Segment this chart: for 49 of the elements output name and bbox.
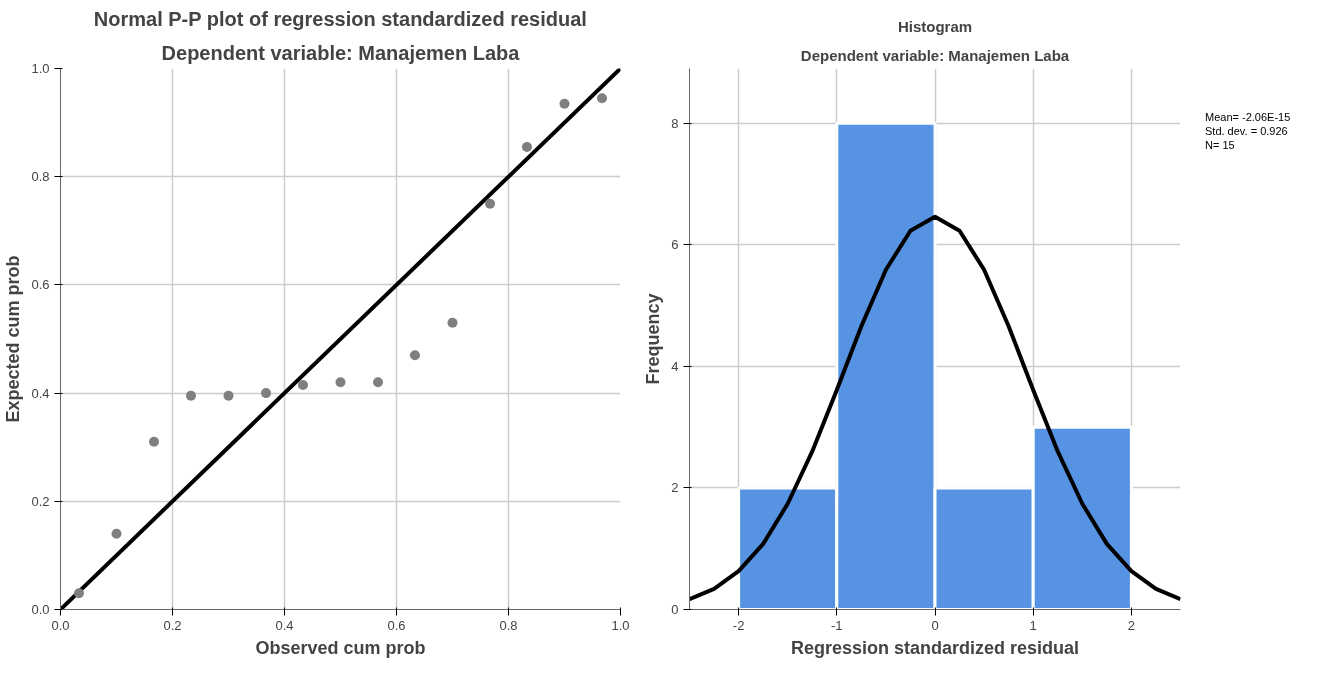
point: [485, 198, 496, 209]
point: [297, 379, 308, 390]
y-tick-label: 8: [671, 115, 679, 131]
x-tick-label: 0.0: [51, 617, 70, 633]
x-tick-label: 2: [1127, 617, 1136, 633]
y-tick-label: 2: [671, 480, 679, 496]
x-axis-title: Observed cum prob: [255, 637, 426, 658]
chart-subtitle: Dependent variable: Manajemen Laba: [800, 46, 1070, 64]
y-axis-title: Expected cum prob: [3, 255, 24, 423]
line-series: [689, 214, 1181, 602]
point: [559, 98, 570, 109]
y-tick-label: 1.0: [31, 61, 50, 76]
x-tick-label: 1: [1029, 617, 1037, 633]
x-tick-label: 0.8: [499, 617, 518, 633]
point: [185, 390, 196, 401]
point: [223, 390, 234, 401]
chart-title: Normal P-P plot of regression standardized residual: [93, 7, 587, 30]
point: [261, 388, 272, 399]
y-tick-label: 0: [671, 602, 679, 617]
y-tick-label: 0.6: [31, 277, 50, 293]
y-tick-label: 0.4: [31, 385, 50, 401]
chart-title: Histogram: [897, 17, 973, 35]
text: N= 15: [1205, 139, 1235, 151]
x-tick-label: 0.4: [275, 617, 294, 633]
x-tick-label: -1: [831, 617, 843, 633]
point: [409, 350, 420, 361]
x-tick-label: 1.0: [611, 617, 630, 633]
point: [73, 588, 84, 599]
x-axis-title: Regression standardized residual: [790, 637, 1080, 658]
point: [373, 377, 384, 388]
x-tick-label: -2: [732, 617, 745, 633]
x-tick-label: 0.6: [387, 617, 406, 633]
text: Std. dev. = 0.926: [1205, 125, 1288, 137]
point: [149, 436, 160, 447]
point: [521, 141, 532, 152]
y-tick-label: 0.8: [31, 169, 50, 185]
y-tick-label: 6: [671, 237, 679, 253]
y-tick-label: 0.2: [31, 493, 50, 509]
y-tick-label: 0.0: [31, 602, 50, 617]
point: [597, 93, 608, 104]
y-axis-title: Frequency: [643, 293, 664, 385]
x-tick-label: 0.2: [163, 617, 182, 633]
y-tick-label: 4: [671, 358, 679, 374]
point: [447, 317, 458, 328]
x-tick-label: 0: [931, 617, 939, 633]
point: [335, 377, 346, 388]
point: [111, 528, 122, 539]
text: Mean= -2.06E-15: [1205, 111, 1291, 123]
chart-subtitle: Dependent variable: Manajemen Laba: [161, 41, 521, 64]
